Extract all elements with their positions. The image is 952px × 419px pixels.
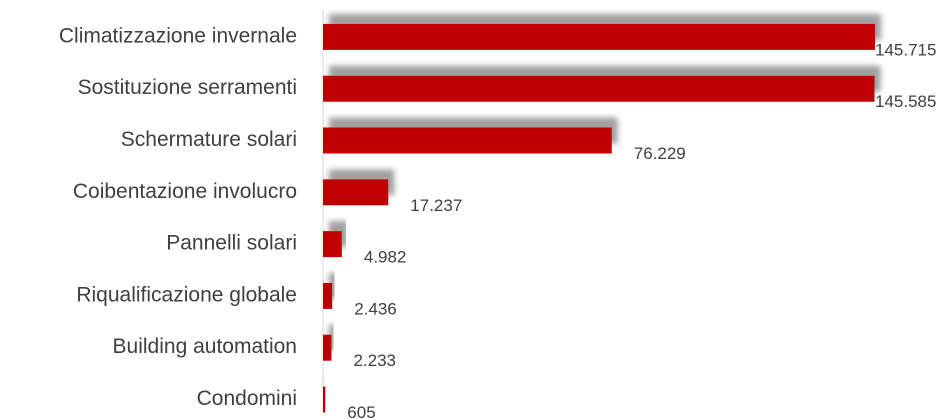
category-label: Sostituzione serramenti xyxy=(78,76,297,99)
bar xyxy=(323,23,875,50)
category-label: Condomini xyxy=(197,387,297,410)
category-label: Pannelli solari xyxy=(166,232,297,255)
value-label: 145.715 xyxy=(875,40,936,59)
category-label: Building automation xyxy=(113,335,297,358)
value-label: 145.585 xyxy=(875,92,936,111)
value-label: 4.982 xyxy=(364,248,407,267)
category-label: Riqualificazione globale xyxy=(76,283,297,306)
bar xyxy=(323,127,612,154)
value-label: 2.436 xyxy=(354,299,397,318)
value-label: 76.229 xyxy=(634,144,686,163)
bar xyxy=(323,75,875,102)
bar xyxy=(323,179,389,206)
category-label: Coibentazione involucro xyxy=(73,180,297,203)
category-label: Climatizzazione invernale xyxy=(59,24,297,47)
bar xyxy=(323,282,333,309)
value-label: 17.237 xyxy=(410,196,462,215)
value-label: 2.233 xyxy=(353,351,396,370)
bar xyxy=(323,386,326,413)
bar xyxy=(323,231,342,258)
value-label: 605 xyxy=(347,403,375,419)
bar xyxy=(323,334,332,361)
category-label: Schermature solari xyxy=(121,128,297,151)
